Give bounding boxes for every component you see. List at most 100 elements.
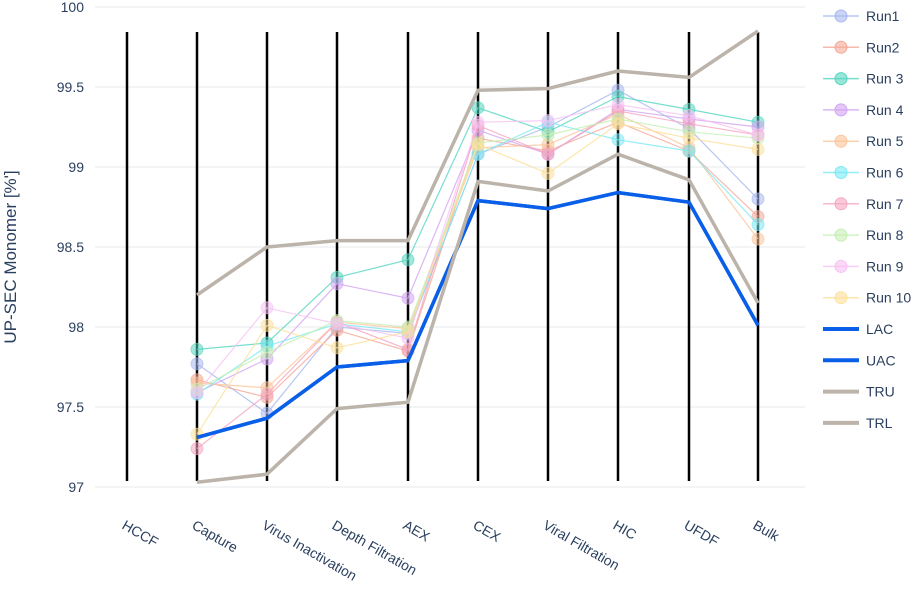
x-tick-label: CEX bbox=[471, 517, 505, 546]
data-point bbox=[611, 117, 625, 131]
series-uac bbox=[196, 190, 760, 440]
data-point bbox=[260, 346, 274, 360]
legend-label: Run 6 bbox=[866, 165, 904, 181]
data-point bbox=[751, 218, 765, 232]
legend-item[interactable]: Run 4 bbox=[823, 102, 904, 118]
data-point bbox=[541, 147, 555, 161]
y-tick-label: 97.5 bbox=[57, 399, 84, 415]
data-point bbox=[751, 232, 765, 246]
y-axis-ticks: 97 97.5 98 98.5 99 99.5 100 bbox=[57, 0, 84, 495]
legend-item[interactable]: UAC bbox=[823, 352, 896, 368]
legend-item[interactable]: Run 6 bbox=[823, 165, 904, 181]
x-tick-label: Bulk bbox=[751, 517, 783, 545]
legend-item[interactable]: Run 9 bbox=[823, 258, 904, 274]
legend-label: Run 8 bbox=[866, 227, 904, 243]
legend-swatch-marker bbox=[834, 9, 848, 23]
legend-label: TRU bbox=[866, 384, 895, 400]
legend-label: Run 3 bbox=[866, 71, 904, 87]
legend-swatch-marker bbox=[834, 166, 848, 179]
legend-swatch-marker bbox=[834, 134, 848, 148]
data-point bbox=[401, 253, 415, 267]
legend-swatch-marker bbox=[834, 40, 848, 54]
legend-label: LAC bbox=[866, 321, 893, 337]
legend-item[interactable]: Run 8 bbox=[823, 227, 904, 243]
x-tick-label: UFDF bbox=[682, 517, 722, 550]
legend-item[interactable]: Run 5 bbox=[823, 133, 904, 149]
legend-swatch-marker bbox=[834, 228, 848, 242]
data-point bbox=[541, 128, 555, 142]
legend-label: Run 9 bbox=[866, 258, 904, 274]
data-point bbox=[401, 325, 415, 339]
data-point bbox=[190, 442, 204, 456]
data-point bbox=[190, 386, 204, 400]
grid-lines bbox=[95, 6, 805, 488]
legend-label: UAC bbox=[866, 352, 896, 368]
data-point bbox=[330, 341, 344, 355]
data-point bbox=[751, 142, 765, 156]
legend[interactable]: Run1 Run2 Run 3 Run 4 Run 5 Run 6 Run 7 Run 8 Ru… bbox=[823, 8, 911, 431]
legend-label: Run 10 bbox=[866, 290, 911, 306]
series-lines bbox=[190, 29, 765, 484]
data-point bbox=[260, 301, 274, 315]
series-line bbox=[196, 190, 760, 440]
data-point bbox=[611, 133, 625, 147]
category-axes bbox=[125, 32, 760, 481]
data-point bbox=[751, 192, 765, 206]
data-point bbox=[260, 387, 274, 401]
data-point bbox=[190, 357, 204, 371]
legend-swatch-marker bbox=[834, 72, 848, 86]
legend-item[interactable]: Run1 bbox=[823, 8, 900, 24]
data-point bbox=[682, 109, 696, 123]
legend-label: Run 5 bbox=[866, 133, 904, 149]
data-point bbox=[471, 138, 485, 152]
series-line bbox=[196, 29, 759, 297]
data-point bbox=[330, 317, 344, 331]
legend-item[interactable]: Run 10 bbox=[823, 290, 911, 306]
legend-swatch-marker bbox=[834, 291, 848, 305]
data-point bbox=[190, 427, 204, 441]
data-point bbox=[682, 131, 696, 145]
data-point bbox=[682, 144, 696, 158]
series-trl bbox=[196, 152, 760, 484]
legend-label: Run2 bbox=[866, 39, 900, 55]
legend-item[interactable]: Run 7 bbox=[823, 196, 904, 212]
data-point bbox=[471, 101, 485, 115]
y-tick-label: 99 bbox=[68, 159, 84, 175]
series-run-10 bbox=[190, 117, 765, 441]
data-point bbox=[401, 291, 415, 305]
x-tick-label: HIC bbox=[611, 517, 640, 543]
y-axis-title: UP-SEC Monomer [%'] bbox=[1, 170, 20, 343]
series-line bbox=[196, 152, 760, 484]
legend-swatch-marker bbox=[834, 259, 848, 273]
legend-label: Run 4 bbox=[866, 102, 904, 118]
data-point bbox=[611, 98, 625, 112]
x-tick-label: Viral Filtration bbox=[541, 517, 623, 574]
data-point bbox=[541, 114, 555, 128]
legend-item[interactable]: TRU bbox=[823, 384, 895, 400]
data-point bbox=[471, 115, 485, 129]
data-point bbox=[190, 342, 204, 356]
series-tru bbox=[196, 29, 759, 297]
data-point bbox=[751, 128, 765, 142]
x-tick-label: Capture bbox=[190, 517, 241, 556]
x-tick-label: HCCF bbox=[120, 517, 162, 550]
legend-item[interactable]: LAC bbox=[823, 321, 893, 337]
data-point bbox=[330, 277, 344, 291]
data-point bbox=[541, 166, 555, 180]
legend-item[interactable]: Run 3 bbox=[823, 71, 904, 87]
legend-swatch-marker bbox=[834, 197, 848, 211]
y-tick-label: 99.5 bbox=[57, 79, 84, 95]
legend-label: Run1 bbox=[866, 8, 900, 24]
y-tick-label: 98.5 bbox=[57, 239, 84, 255]
y-tick-label: 100 bbox=[61, 0, 85, 15]
legend-label: Run 7 bbox=[866, 196, 904, 212]
y-tick-label: 98 bbox=[68, 319, 84, 335]
legend-item[interactable]: TRL bbox=[823, 415, 893, 431]
legend-item[interactable]: Run2 bbox=[823, 39, 900, 55]
legend-label: TRL bbox=[866, 415, 893, 431]
data-point bbox=[260, 318, 274, 332]
y-tick-label: 97 bbox=[68, 479, 84, 495]
x-tick-label: AEX bbox=[401, 517, 434, 545]
